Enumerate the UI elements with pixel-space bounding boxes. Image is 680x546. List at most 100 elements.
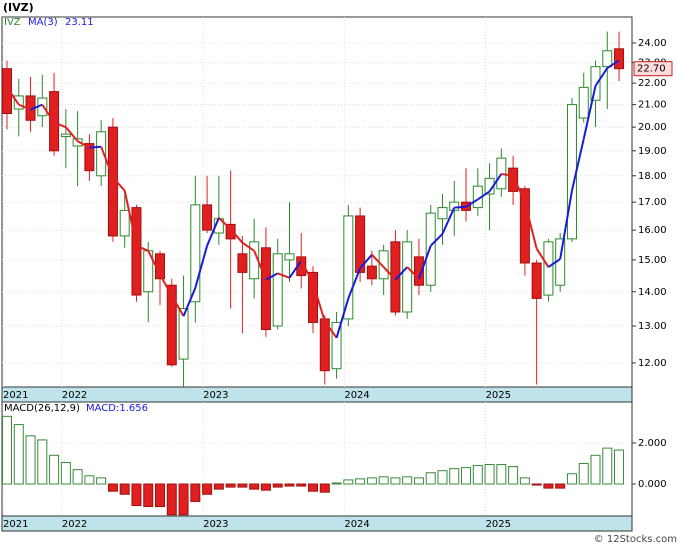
ma-segment [89,145,102,149]
macd-bar [449,468,460,485]
ma-segment [477,190,491,201]
ma-segment [394,266,408,281]
candle-body [2,68,12,114]
y-tick-label: 20.00 [638,122,667,133]
macd-bar [308,483,319,492]
macd-bar [319,483,330,493]
candle-body [366,265,377,280]
candle-body [531,262,542,299]
macd-bar [402,476,413,485]
ma-segment [159,274,173,297]
ma-segment [523,201,538,249]
ma-segment [65,126,79,142]
candle-body [178,308,189,360]
macd-bar [602,447,613,485]
candle-body [96,131,107,177]
y-tick-label: 21.00 [638,100,667,111]
date-band [1,386,633,403]
candle-body [390,241,401,313]
y-tick-label: 22.00 [638,78,667,89]
macd-bar [25,435,36,485]
macd-bar [355,478,366,485]
ma-segment [288,260,303,279]
ma-segment [77,140,90,149]
macd-bar [225,483,236,488]
date-band [1,515,633,532]
macd-bar [508,466,519,485]
candle-body [578,86,589,119]
macd-bar [131,483,142,507]
ma-segment [430,233,444,247]
macd-bar [555,483,566,489]
x-tick-label: 2022 [62,519,87,530]
ma-segment [265,272,279,281]
ma-segment [418,245,432,280]
last-price-box [633,61,673,77]
ma-segment [277,272,290,279]
chart-title: (IVZ) [3,1,34,14]
candle-body [508,167,519,192]
macd-bar [166,483,177,516]
macd-bar [484,464,495,485]
macd-bar [260,483,271,491]
macd-bar [2,415,12,485]
macd-bar [366,477,377,485]
macd-bar [472,465,483,485]
macd-bar [531,483,542,486]
candle-body [378,250,389,280]
y-tick-label: 0.000 [638,479,667,490]
candle-body [355,215,366,273]
legend-ma: MA(3) [28,17,58,28]
candle-body [84,143,95,172]
ma-segment [136,244,149,252]
macd-bar [213,483,224,490]
ma-segment [441,207,456,235]
macd-bar [296,483,307,487]
ma-segment [512,175,526,203]
macd-bar [578,463,589,485]
footer: © 12Stocks.com [594,534,677,545]
ma-segment [594,67,609,87]
ma-segment [606,59,620,69]
y-tick-label: 24.00 [638,38,667,49]
ma-segment [347,267,362,299]
ma-segment [112,176,126,192]
macd-value: MACD:1.656 [86,403,148,414]
ma-segment [41,104,55,124]
macd-bar [519,477,530,485]
ma-segment [194,245,209,289]
macd-bar [590,454,601,485]
x-tick-label: 2021 [3,390,28,401]
macd-bar [343,479,354,485]
y-tick-label: 18.00 [638,171,667,182]
ma-segment [359,254,373,269]
macd-bar [543,483,554,489]
candle-body [543,241,554,296]
candle-body [72,138,83,147]
macd-bar [566,473,577,485]
ma-segment [182,287,197,317]
candle-body [308,271,319,323]
candle-body [413,256,424,286]
y-tick-label: 15.00 [638,255,667,266]
macd-name: MACD(26,12,9) [4,403,80,414]
x-tick-label: 2024 [344,390,369,401]
candle-body [496,157,507,190]
candle-body [437,207,448,220]
ma-segment [501,172,514,177]
candle-body [190,204,201,303]
x-tick-label: 2023 [203,519,228,530]
candle-body [519,188,530,264]
y-tick-label: 19.00 [638,146,667,157]
candle-body [343,215,354,320]
ma-segment [206,217,220,247]
candle-body [566,104,577,240]
macd-bar [425,472,436,485]
legend-symbol: IVZ [4,17,21,28]
candle-body [449,201,460,211]
y-tick-label: 13.00 [638,321,667,332]
candle-body [402,241,413,313]
macd-bar [413,477,424,485]
y-tick-label: 17.00 [638,197,667,208]
